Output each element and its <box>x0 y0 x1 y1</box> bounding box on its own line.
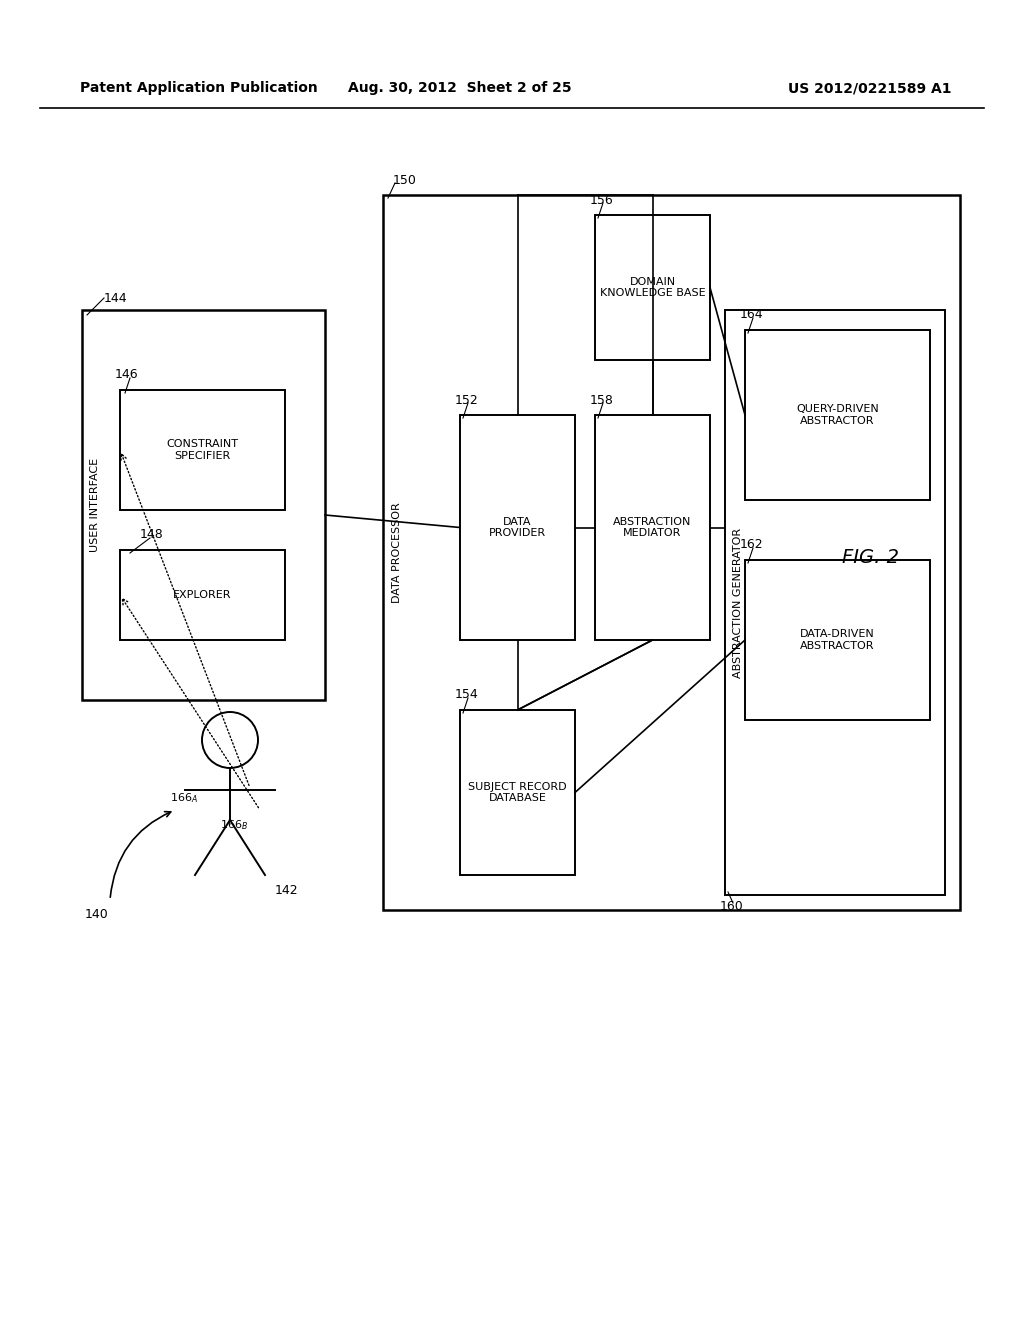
Text: DATA-DRIVEN
ABSTRACTOR: DATA-DRIVEN ABSTRACTOR <box>800 630 874 651</box>
Bar <box>460 710 575 875</box>
Text: 158: 158 <box>590 393 613 407</box>
Text: 154: 154 <box>455 689 479 701</box>
Text: 140: 140 <box>85 908 109 921</box>
Text: 156: 156 <box>590 194 613 206</box>
Text: US 2012/0221589 A1: US 2012/0221589 A1 <box>788 81 951 95</box>
Text: FIG. 2: FIG. 2 <box>842 548 898 568</box>
Bar <box>120 550 285 640</box>
Text: 164: 164 <box>740 309 764 322</box>
Text: 162: 162 <box>740 539 764 552</box>
Bar <box>460 414 575 640</box>
Text: 146: 146 <box>115 368 138 381</box>
Text: 148: 148 <box>140 528 164 541</box>
Bar <box>595 215 710 360</box>
Text: USER INTERFACE: USER INTERFACE <box>90 458 100 552</box>
Text: SUBJECT RECORD
DATABASE: SUBJECT RECORD DATABASE <box>468 781 567 804</box>
Text: CONSTRAINT
SPECIFIER: CONSTRAINT SPECIFIER <box>167 440 239 461</box>
Text: ABSTRACTION
MEDIATOR: ABSTRACTION MEDIATOR <box>613 516 691 539</box>
Text: 142: 142 <box>275 883 299 896</box>
Bar <box>745 330 930 500</box>
Text: EXPLORER: EXPLORER <box>173 590 231 601</box>
Text: Patent Application Publication: Patent Application Publication <box>80 81 317 95</box>
Bar <box>595 414 710 640</box>
Text: DATA
PROVIDER: DATA PROVIDER <box>488 516 546 539</box>
Bar <box>745 560 930 719</box>
Text: 150: 150 <box>393 173 417 186</box>
Text: 166$_A$: 166$_A$ <box>170 791 198 805</box>
Bar <box>82 310 325 700</box>
Text: DATA PROCESSOR: DATA PROCESSOR <box>392 502 402 603</box>
Text: 160: 160 <box>720 900 743 913</box>
Text: 144: 144 <box>104 292 128 305</box>
Text: Aug. 30, 2012  Sheet 2 of 25: Aug. 30, 2012 Sheet 2 of 25 <box>348 81 571 95</box>
Text: 166$_B$: 166$_B$ <box>220 818 248 832</box>
Text: DOMAIN
KNOWLEDGE BASE: DOMAIN KNOWLEDGE BASE <box>600 277 706 298</box>
Bar <box>383 195 961 909</box>
Bar <box>120 389 285 510</box>
Bar <box>725 310 945 895</box>
Text: 152: 152 <box>455 393 479 407</box>
Text: QUERY-DRIVEN
ABSTRACTOR: QUERY-DRIVEN ABSTRACTOR <box>796 404 879 426</box>
Text: ABSTRACTION GENERATOR: ABSTRACTION GENERATOR <box>733 528 743 677</box>
